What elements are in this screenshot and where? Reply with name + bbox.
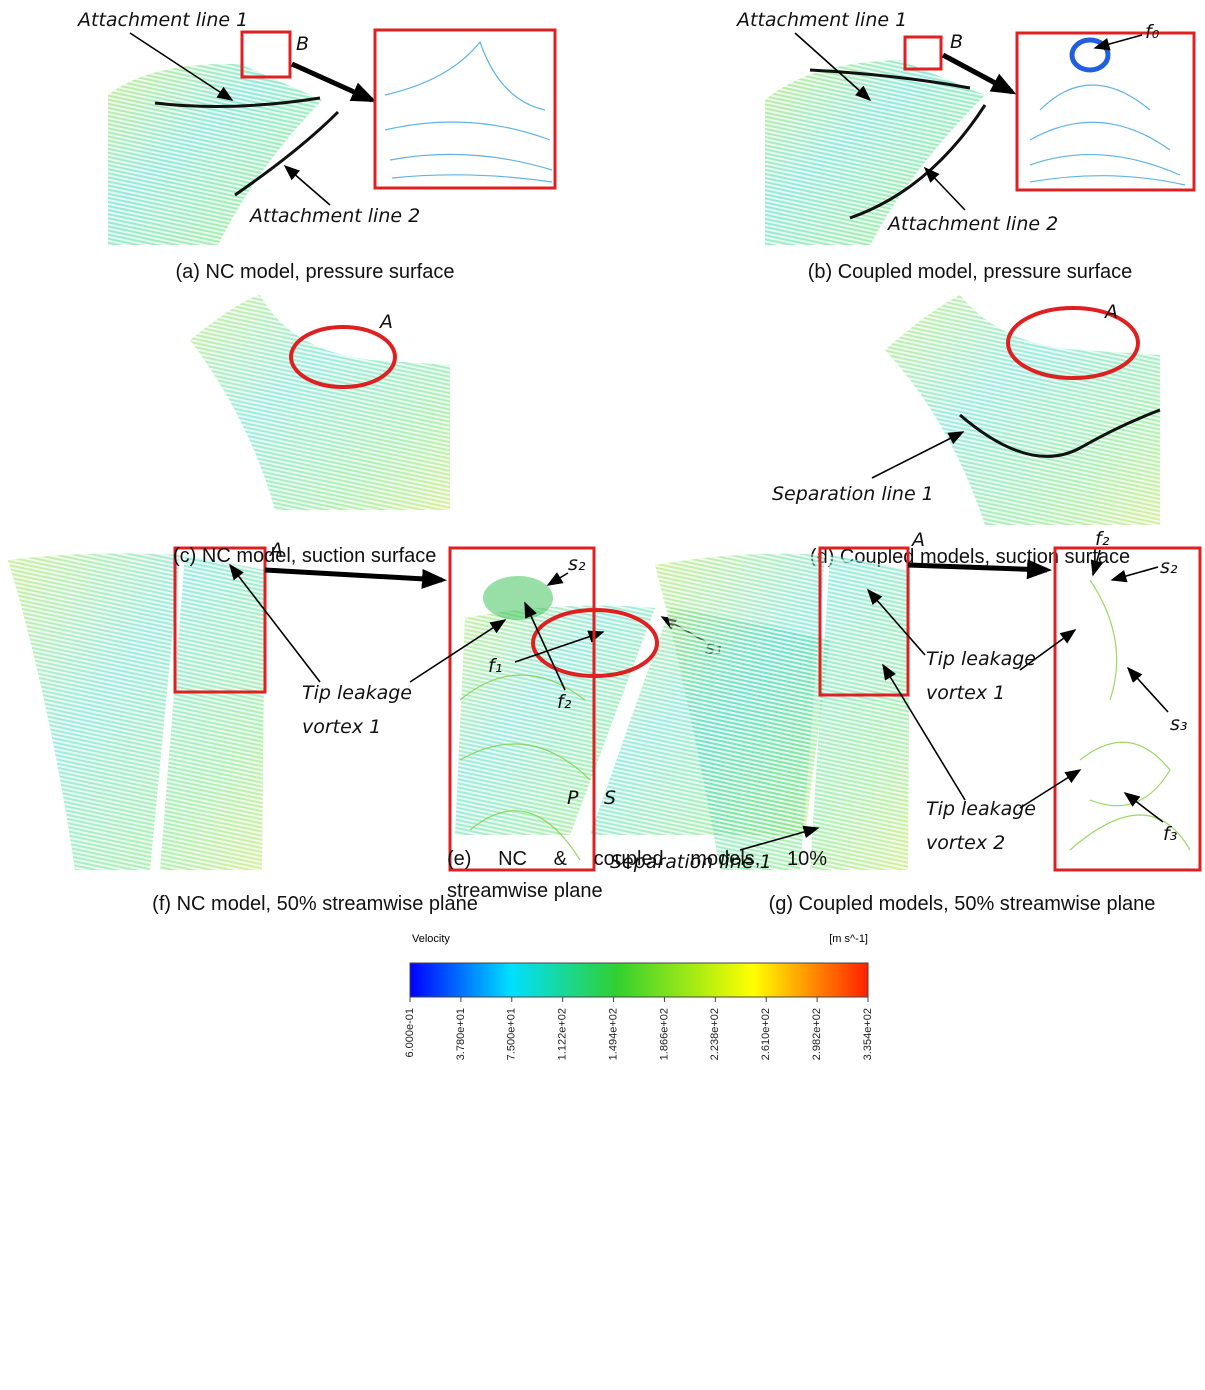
tick-label: 2.238e+02 xyxy=(709,1008,721,1060)
tick-label: 1.122e+02 xyxy=(557,1008,569,1060)
caption: (a) NC model, pressure surface xyxy=(176,261,455,283)
label: Tip leakage vortex 2 xyxy=(926,798,1036,854)
panel-c: A xyxy=(190,295,450,510)
panel-g: A f₂ s₂ s₃ f₃ Separation line 1 (g) Coup… xyxy=(610,528,1202,915)
label: Tip leakage vortex 1 xyxy=(926,648,1036,704)
label: Separation line 1 xyxy=(610,851,772,873)
caption: (g) Coupled models, 50% streamwise plane xyxy=(769,893,1156,915)
label: f₂ xyxy=(1095,528,1110,550)
label: Separation line 1 xyxy=(772,483,934,505)
tick-label: 1.494e+02 xyxy=(607,1008,619,1060)
colorbar-bar xyxy=(409,962,869,998)
label: Tip leakage vortex 1 xyxy=(302,682,412,738)
label: A xyxy=(268,539,283,561)
panel-b: Attachment line 1 B f₀ Attachment line 2… xyxy=(735,9,1196,283)
tick-label: 6.000e-01 xyxy=(404,1008,416,1058)
label: Attachment line 1 xyxy=(735,9,907,31)
tick-label: 3.354e+02 xyxy=(862,1008,874,1060)
label: f₂ xyxy=(557,691,572,713)
colorbar-title: Velocity xyxy=(412,933,450,945)
panel-a: Attachment line 1 B Attachment line 2 (a… xyxy=(76,9,557,283)
label: Attachment line 1 xyxy=(76,9,248,31)
label: P xyxy=(567,787,579,809)
label: s₂ xyxy=(568,553,586,575)
label: f₀ xyxy=(1145,21,1160,43)
caption: (c) NC model, suction surface xyxy=(173,545,437,567)
tick-label: 2.982e+02 xyxy=(811,1008,823,1060)
panel-f: A s₂ f₂ (f) NC model, 50% streamwise pla… xyxy=(8,539,596,915)
label: A xyxy=(378,311,393,333)
caption: (f) NC model, 50% streamwise plane xyxy=(152,893,478,915)
label: A xyxy=(910,529,925,551)
tick-label: 2.610e+02 xyxy=(760,1008,772,1060)
tick-label: 1.866e+02 xyxy=(658,1008,670,1060)
tick-label: 7.500e+01 xyxy=(506,1008,518,1060)
label: B xyxy=(296,33,309,55)
colorbar: Velocity [m s^-1] 6.000e-01 3.780e+01 7.50… xyxy=(404,933,874,1060)
label: A xyxy=(1103,301,1118,323)
label: Attachment line 2 xyxy=(886,213,1058,235)
label: s₃ xyxy=(1170,713,1188,735)
colorbar-unit: [m s^-1] xyxy=(829,933,868,945)
caption: (b) Coupled model, pressure surface xyxy=(808,261,1133,283)
label: B xyxy=(950,31,963,53)
label: f₃ xyxy=(1163,823,1177,845)
label: S xyxy=(604,787,616,809)
tick-label: 3.780e+01 xyxy=(455,1008,467,1060)
caption: (e) NC & coupled models, 10% streamwise … xyxy=(447,848,827,902)
label: s₂ xyxy=(1160,556,1178,578)
panel-d: A Separation line 1 (d) Coupled models, … xyxy=(772,295,1161,568)
label: f₁ xyxy=(488,655,502,677)
label: Attachment line 2 xyxy=(248,205,420,227)
